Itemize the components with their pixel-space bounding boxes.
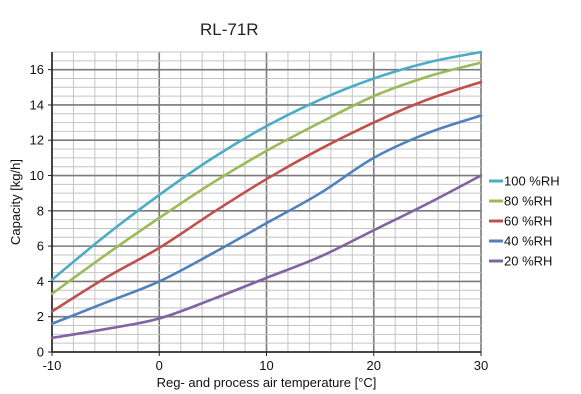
legend-item: 40 %RH bbox=[489, 234, 552, 249]
legend-label: 60 %RH bbox=[504, 214, 552, 229]
y-tick-label: 14 bbox=[30, 97, 44, 112]
series-line-1 bbox=[50, 61, 483, 296]
legend-item: 100 %RH bbox=[489, 174, 560, 189]
chart-title-text: RL-71R bbox=[200, 20, 259, 39]
x-tick-label: -10 bbox=[43, 358, 62, 373]
series-lines bbox=[50, 50, 483, 340]
y-tick-label: 10 bbox=[30, 168, 44, 183]
y-tick-label: 8 bbox=[37, 203, 44, 218]
series-line-0 bbox=[50, 50, 483, 281]
grid bbox=[51, 51, 482, 353]
series-line-2 bbox=[50, 80, 483, 313]
x-tick-label: 10 bbox=[259, 358, 273, 373]
x-tick-label: 0 bbox=[156, 358, 163, 373]
x-axis-label: Reg- and process air temperature [°C] bbox=[157, 375, 377, 390]
y-tick-label: 0 bbox=[37, 345, 44, 360]
y-axis-label: Capacity [kg/h] bbox=[8, 159, 23, 245]
x-tick-label: 30 bbox=[474, 358, 488, 373]
y-tick-label: 16 bbox=[30, 62, 44, 77]
y-tick-label: 2 bbox=[37, 309, 44, 324]
x-tick-label: 20 bbox=[367, 358, 381, 373]
series-line-3 bbox=[50, 114, 483, 326]
y-tick-label: 4 bbox=[37, 274, 44, 289]
legend-item: 20 %RH bbox=[489, 254, 552, 269]
legend-label: 20 %RH bbox=[504, 254, 552, 269]
legend-label: 80 %RH bbox=[504, 194, 552, 209]
legend-label: 100 %RH bbox=[504, 174, 560, 189]
y-tick-label: 6 bbox=[37, 239, 44, 254]
legend-item: 80 %RH bbox=[489, 194, 552, 209]
series-line-4 bbox=[50, 174, 483, 340]
legend-label: 40 %RH bbox=[504, 234, 552, 249]
legend-item: 60 %RH bbox=[489, 214, 552, 229]
legend: 100 %RH 80 %RH 60 %RH 40 %RH 20 %RH bbox=[489, 174, 560, 269]
y-tick-label: 12 bbox=[30, 133, 44, 148]
